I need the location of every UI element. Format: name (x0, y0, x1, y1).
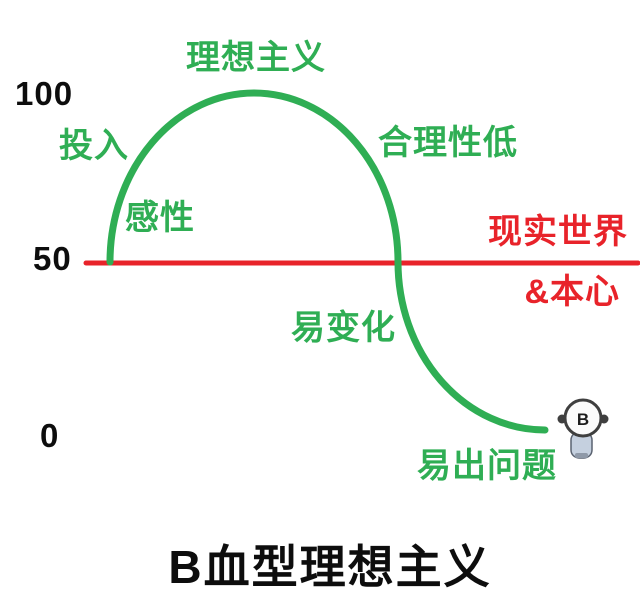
idealism-curve (106, 89, 549, 434)
label-problem-prone: 易出问题 (417, 447, 557, 485)
ytick-0: 0 (40, 417, 60, 454)
ytick-50: 50 (33, 240, 72, 277)
mascot-feet (575, 453, 588, 458)
label-idealism: 理想主义 (186, 39, 326, 77)
label-changeable: 易变化 (291, 309, 396, 347)
label-reality-heart: &本心 (524, 273, 620, 311)
label-low-rationality: 合理性低 (378, 124, 518, 162)
ytick-100: 100 (15, 75, 74, 112)
label-reality-world: 现实世界 (488, 213, 628, 251)
label-commitment: 投入 (59, 127, 129, 165)
label-sensibility: 感性 (125, 199, 195, 237)
chart-title: B血型理想主义 (168, 541, 492, 593)
mascot-letter: B (577, 410, 589, 429)
b-mascot-icon: B (557, 398, 609, 459)
mascot-head (563, 398, 603, 438)
